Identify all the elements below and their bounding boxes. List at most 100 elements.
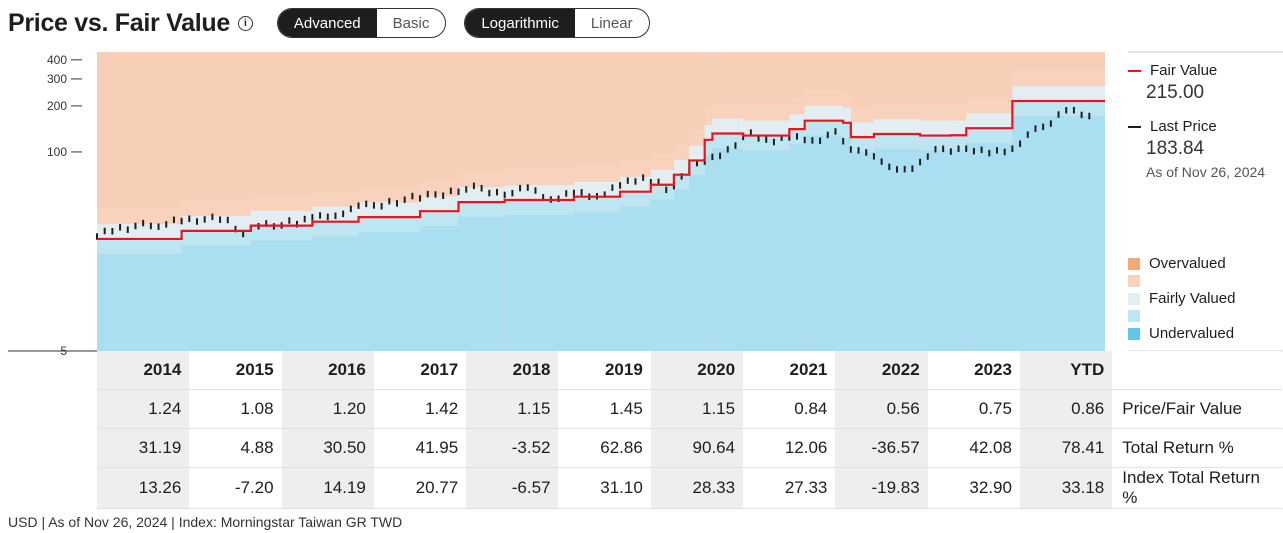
- table-cell: 1.08: [189, 389, 282, 429]
- valuation-band: [1012, 115, 1105, 351]
- overvalued-band-dark: [312, 52, 359, 191]
- y-tick-label: 400: [47, 53, 67, 67]
- valuation-band: [843, 107, 851, 123]
- overvalued-band-dark: [689, 52, 705, 130]
- table-cell: 32.90: [927, 467, 1020, 509]
- fair-value-swatch: [1128, 69, 1141, 72]
- info-icon[interactable]: i: [237, 15, 253, 31]
- year-stripe: [466, 52, 558, 72]
- valuation-band: [712, 148, 744, 351]
- valuation-band: [97, 238, 182, 254]
- valuation-band: [966, 113, 1013, 129]
- legend: Fair Value 215.00 Last Price 183.84 As o…: [1128, 62, 1283, 180]
- table-cell: 14.19: [281, 467, 374, 509]
- advanced-button[interactable]: Advanced: [277, 9, 377, 37]
- table-cell: 31.10: [558, 467, 651, 509]
- overvalued-band-dark: [573, 52, 621, 166]
- table-row: 1.24 1.08 1.20 1.42 1.15 1.45 1.15 0.84 …: [97, 389, 1283, 429]
- valuation-band: [850, 122, 874, 138]
- valuation-band: [743, 150, 790, 351]
- year-header: 2020: [650, 351, 744, 391]
- valuation-bands-legend: Overvalued Fairly Valued Undervalued: [1128, 255, 1235, 343]
- table-cell: 1.15: [466, 389, 559, 429]
- band-swatch: [1128, 275, 1140, 288]
- overvalued-band-dark: [1012, 52, 1105, 70]
- valuation-band: [420, 196, 459, 212]
- valuation-band: [358, 231, 421, 351]
- logarithmic-button[interactable]: Logarithmic: [465, 9, 575, 37]
- header-spacer: [1112, 351, 1283, 391]
- valuation-band: [966, 143, 1013, 351]
- overvalued-band-dark: [420, 52, 459, 180]
- overvalued-band-dark: [97, 52, 182, 208]
- valuation-band: [712, 118, 744, 134]
- linear-button[interactable]: Linear: [590, 14, 633, 32]
- year-header: 2021: [743, 351, 836, 391]
- overvalued-band-dark: [850, 52, 874, 106]
- valuation-band: [573, 196, 621, 212]
- band-overvalued: Overvalued: [1128, 255, 1235, 273]
- year-header: 2022: [835, 351, 928, 391]
- band-fairly-valued: Fairly Valued: [1128, 290, 1235, 308]
- band-swatch: [1128, 257, 1140, 270]
- table-cell: -7.20: [189, 467, 282, 509]
- table-cell: 0.84: [743, 389, 836, 429]
- valuation-band: [673, 174, 690, 190]
- year-header: 2017: [373, 351, 467, 391]
- valuation-band: [704, 139, 713, 155]
- valuation-band: [312, 221, 359, 237]
- y-tick-label: 200: [47, 99, 67, 113]
- valuation-band: [97, 253, 182, 351]
- year-header: 2023: [927, 351, 1020, 391]
- table-cell: 0.75: [927, 389, 1020, 429]
- band-label: Fairly Valued: [1149, 290, 1236, 308]
- overvalued-band-dark: [966, 52, 1013, 97]
- table-cell: 62.86: [558, 428, 651, 468]
- table-cell: 1.15: [650, 389, 744, 429]
- valuation-band: [950, 120, 967, 136]
- overvalued-band-dark: [843, 52, 851, 92]
- valuation-band: [712, 133, 744, 149]
- valuation-band: [689, 160, 705, 176]
- year-header: 2016: [281, 351, 374, 391]
- valuation-band: [358, 202, 421, 218]
- table-cell: 1.20: [281, 389, 374, 429]
- valuation-band: [966, 128, 1013, 144]
- fair-value-label: Fair Value: [1150, 62, 1218, 79]
- overvalued-band-dark: [504, 52, 574, 169]
- y-tick-label: 300: [47, 72, 67, 86]
- valuation-band: [1012, 86, 1105, 102]
- valuation-band: [873, 148, 921, 351]
- fair-value-value: 215.00: [1146, 82, 1205, 103]
- overvalued-band-dark: [950, 52, 967, 105]
- valuation-band: [804, 120, 844, 136]
- band-2: [1128, 273, 1235, 291]
- band-label: Undervalued: [1149, 325, 1235, 343]
- table-cell: 13.26: [97, 467, 190, 509]
- table-cell: 1.42: [373, 389, 467, 429]
- valuation-band: [620, 206, 651, 351]
- table-row: 13.26 -7.20 14.19 20.77 -6.57 31.10 28.3…: [97, 467, 1283, 509]
- valuation-band: [843, 137, 851, 351]
- valuation-band: [620, 191, 651, 207]
- valuation-band: [873, 133, 921, 149]
- overvalued-band-dark: [181, 52, 251, 200]
- table-row: 31.19 4.88 30.50 41.95 -3.52 62.86 90.64…: [97, 428, 1283, 468]
- overvalued-band-dark: [650, 52, 674, 154]
- valuation-band: [312, 236, 359, 351]
- view-toggle: Advanced Basic: [276, 8, 447, 38]
- valuation-band: [843, 122, 851, 138]
- valuation-band: [950, 135, 967, 151]
- year-header: 2015: [189, 351, 282, 391]
- year-stripe: [1020, 52, 1112, 72]
- valuation-band: [804, 105, 844, 121]
- table-cell: -6.57: [466, 467, 559, 509]
- valuation-band: [804, 135, 844, 351]
- overvalued-band-dark: [712, 52, 744, 103]
- table-cell: 1.45: [558, 389, 651, 429]
- row-label: Index Total Return %: [1112, 467, 1283, 509]
- valuation-band: [850, 137, 874, 152]
- basic-button[interactable]: Basic: [392, 14, 430, 32]
- table-cell: 1.24: [97, 389, 190, 429]
